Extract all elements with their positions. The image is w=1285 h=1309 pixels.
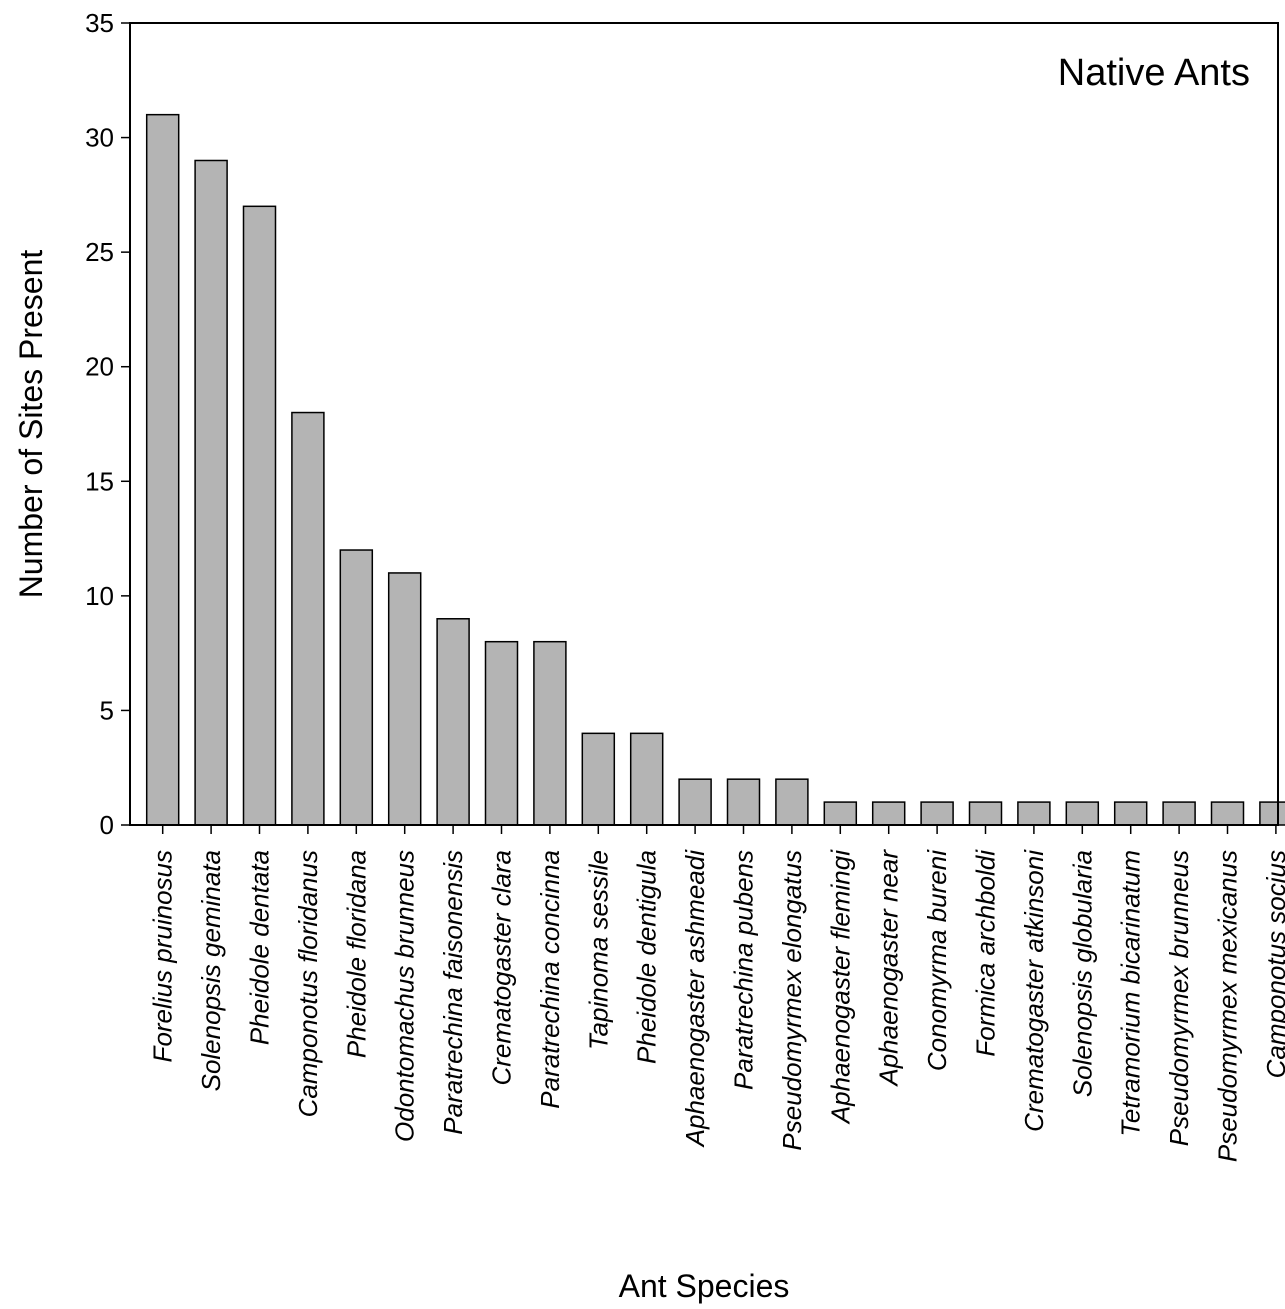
x-tick-label-15: Aphaenogaster near [874,849,904,1088]
x-tick-label-14: Aphaenogaster flemingi [825,849,855,1125]
x-tick-label-19: Solenopsis globularia [1067,850,1097,1097]
bar-16 [920,801,954,826]
x-tick-label-23: Camponotus socius [1261,850,1285,1078]
x-tick-label-5: Odontomachus brunneus [390,850,420,1142]
bar-5 [387,572,422,826]
x-axis-ticks: Forelius pruinosus Solenopsis geminata Phe… [148,825,1285,1162]
x-tick-label-7: Crematogaster clara [487,850,517,1086]
y-tick-label-7: 35 [85,8,114,38]
x-tick-label-16: Conomyrma bureni [922,849,952,1071]
bar-23 [1259,801,1285,826]
x-tick-label-9: Tapinoma sessile [583,850,613,1050]
x-tick-label-18: Crematogaster atkinsoni [1019,849,1049,1132]
bar-3 [291,411,325,826]
x-tick-label-0: Forelius pruinosus [148,850,178,1062]
bar-9 [581,732,616,826]
x-tick-label-1: Solenopsis geminata [196,850,226,1091]
bars-group [145,113,1285,826]
x-axis-title: Ant Species [619,1268,790,1304]
x-tick-label-13: Pseudomyrmex elongatus [777,850,807,1151]
bar-12 [726,778,761,826]
bar-18 [1017,801,1051,826]
bar-14 [823,801,858,826]
bar-21 [1162,801,1196,826]
bar-6 [436,618,470,826]
y-axis-ticks: 0 5 10 15 20 25 30 35 [85,8,130,840]
y-tick-label-4: 20 [85,352,114,382]
y-tick-label-0: 0 [100,810,114,840]
bar-15 [871,801,906,826]
bar-13 [775,778,809,826]
bar-10 [629,732,664,826]
x-tick-label-2: Pheidole dentata [245,850,275,1045]
plot-frame [129,22,1279,826]
x-tick-label-20: Tetramorium bicarinatum [1116,850,1146,1137]
x-tick-label-10: Pheidole dentigula [632,850,662,1064]
x-tick-label-6: Paratrechina faisonensis [438,850,468,1135]
panel-annotation: Native Ants [1058,52,1250,94]
bar-1 [194,159,228,826]
x-tick-label-8: Paratrechina concinna [535,850,565,1109]
y-tick-label-3: 15 [85,466,114,496]
bar-7 [484,640,519,826]
y-tick-label-5: 25 [85,237,114,267]
y-tick-label-1: 5 [100,695,114,725]
y-axis-title: Number of Sites Present [13,250,49,599]
x-tick-label-12: Paratrechina pubens [729,850,759,1090]
y-tick-label-2: 10 [85,581,114,611]
bar-20 [1113,801,1148,826]
x-tick-label-3: Camponotus floridanus [293,850,323,1117]
y-tick-label-6: 30 [85,123,114,153]
bar-2 [242,205,277,826]
x-tick-label-4: Pheidole floridana [341,850,371,1058]
bar-17 [968,801,1003,826]
bar-19 [1065,801,1100,826]
x-tick-label-21: Pseudomyrmex brunneus [1164,850,1194,1146]
x-tick-label-11: Aphaenogaster ashmeadi [680,849,710,1149]
bar-11 [678,778,712,826]
bar-8 [533,640,567,826]
x-tick-label-17: Formica archboldi [971,849,1001,1057]
bar-22 [1210,801,1245,826]
bar-4 [339,549,374,826]
bar-0 [145,113,180,826]
x-tick-label-22: Pseudomyrmex mexicanus [1213,850,1243,1162]
